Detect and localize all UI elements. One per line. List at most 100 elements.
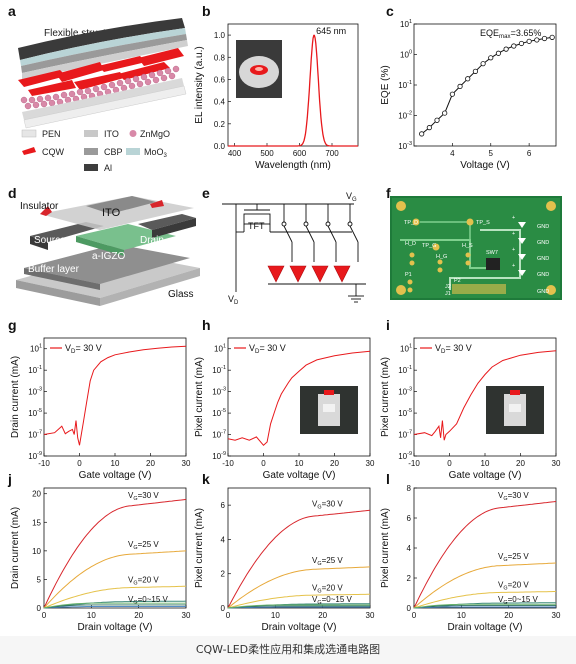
y-tick-label: 10-1 bbox=[28, 365, 42, 375]
panel-letter-e: e bbox=[202, 185, 210, 201]
eqe-point bbox=[518, 40, 525, 47]
y-tick-label: 6 bbox=[221, 501, 226, 510]
x-tick-label: 6 bbox=[527, 149, 532, 158]
panel-d-tft-illustration: Insulator ITO Source Drain a-IGZO Buffer… bbox=[16, 196, 200, 306]
y-tick-label: 10-3 bbox=[398, 141, 412, 151]
y-tick-label: 10-7 bbox=[28, 430, 42, 440]
panel-letter-h: h bbox=[202, 317, 211, 333]
x-tick-label: 20 bbox=[318, 611, 327, 620]
y-tick-label: 4 bbox=[221, 535, 226, 544]
output-curve-low-vg bbox=[43, 604, 186, 609]
x-tick-label: 10 bbox=[111, 459, 120, 468]
panel-letter-i: i bbox=[386, 317, 390, 333]
panel-letter-k: k bbox=[202, 471, 210, 487]
label-a-igzo: a-IGZO bbox=[92, 251, 126, 262]
y-tick-label: 15 bbox=[32, 518, 41, 527]
panel-a-legend: PEN ITO ZnMgO CQW CBP MoO3 Al bbox=[21, 129, 170, 173]
label-source: Source bbox=[34, 235, 66, 246]
series-label: VG=30 V bbox=[128, 491, 159, 502]
y-axis-label: Pixel current (mA) bbox=[194, 357, 205, 437]
series-label: VG=30 V bbox=[498, 491, 529, 502]
pcb-label-plus-4: + bbox=[512, 263, 515, 269]
label-vd: VD bbox=[228, 294, 239, 306]
x-tick-label: 4 bbox=[450, 149, 455, 158]
x-tick-label: 600 bbox=[293, 149, 307, 158]
x-tick-label: 20 bbox=[134, 611, 143, 620]
x-tick-label: -10 bbox=[38, 459, 50, 468]
pcb-label-plus-1: + bbox=[512, 215, 515, 221]
label-vg: VG bbox=[346, 191, 357, 203]
chart-i: -10 0 10 20 30 10-9 10-7 10-5 10-3 10-1 101 Gate vo… bbox=[380, 337, 561, 481]
legend-label-pen: PEN bbox=[42, 129, 61, 139]
pcb-label-h-g: H_G bbox=[436, 254, 447, 260]
x-axis-label: Drain voltage (V) bbox=[77, 622, 152, 633]
panel-letter-a: a bbox=[8, 3, 16, 19]
pcb-label-p2: P2 bbox=[454, 278, 461, 284]
series-label: VG=30 V bbox=[312, 499, 343, 510]
series-label: VG=20 V bbox=[128, 575, 159, 586]
transfer-curve bbox=[413, 350, 557, 441]
y-tick-label: 101 bbox=[214, 344, 226, 354]
eqe-point bbox=[442, 110, 448, 116]
x-tick-label: 20 bbox=[504, 611, 513, 620]
y-axis-label: Pixel current (mA) bbox=[380, 357, 391, 437]
pcb-label-gnd-2: GND bbox=[537, 240, 549, 246]
y-tick-label: 101 bbox=[30, 344, 42, 354]
x-tick-label: 0 bbox=[412, 611, 417, 620]
output-curve bbox=[413, 501, 557, 609]
y-tick-label: 0.6 bbox=[214, 75, 226, 84]
y-tick-label: 4 bbox=[407, 544, 412, 553]
x-axis-label: Drain voltage (V) bbox=[447, 622, 522, 633]
chart-c: 4 5 6 10-3 10-2 10-1 100 101 Voltage (V) EQE (%) E… bbox=[380, 19, 557, 171]
y-tick-label: 2 bbox=[407, 574, 412, 583]
y-tick-label: 0 bbox=[221, 604, 226, 613]
panel-a-device-illustration: Flexible structure PEN bbox=[18, 18, 188, 173]
x-tick-label: 0 bbox=[447, 459, 452, 468]
x-tick-label: 5 bbox=[489, 149, 494, 158]
panel-e-circuit bbox=[222, 203, 366, 303]
y-tick-label: 8 bbox=[407, 484, 412, 493]
legend-swatch-ito bbox=[84, 130, 98, 137]
inset-glow-core bbox=[255, 67, 263, 71]
legend-label-ito: ITO bbox=[104, 129, 119, 139]
x-tick-label: -10 bbox=[408, 459, 420, 468]
label-drain: Drain bbox=[140, 235, 164, 246]
y-tick-label: 0 bbox=[407, 604, 412, 613]
output-curve bbox=[413, 591, 556, 609]
led-3 bbox=[311, 265, 329, 283]
inset-photo bbox=[300, 386, 358, 434]
panel-letters: a b c d e f g h i j k l bbox=[7, 3, 394, 487]
y-tick-label: 10-9 bbox=[28, 451, 42, 461]
y-tick-label: 101 bbox=[400, 19, 412, 29]
output-curve-low-vg bbox=[413, 605, 556, 609]
x-tick-label: 700 bbox=[325, 149, 339, 158]
panel-letter-b: b bbox=[202, 3, 211, 19]
y-tick-label: 0 bbox=[37, 604, 42, 613]
x-tick-label: 10 bbox=[271, 611, 280, 620]
eqe-point bbox=[503, 46, 509, 52]
y-axis-label: Pixel current (mA) bbox=[380, 508, 391, 588]
x-tick-label: 20 bbox=[330, 459, 339, 468]
series-label: VG=25 V bbox=[498, 552, 529, 563]
x-axis-label: Gate voltage (V) bbox=[79, 470, 152, 481]
inset-chip bbox=[509, 404, 521, 412]
transfer-curve bbox=[43, 345, 187, 446]
eqe-point bbox=[434, 117, 440, 123]
eqe-point bbox=[426, 125, 432, 131]
x-tick-label: 500 bbox=[260, 149, 274, 158]
eqe-point bbox=[488, 55, 494, 61]
label-buffer-layer: Buffer layer bbox=[28, 264, 80, 275]
y-tick-label: 10-5 bbox=[398, 408, 412, 418]
pcb-label-gnd-5: GND bbox=[537, 289, 549, 295]
eqe-point bbox=[457, 83, 463, 89]
legend-swatch-al bbox=[84, 164, 98, 171]
x-tick-label: 0 bbox=[226, 611, 231, 620]
x-tick-label: 30 bbox=[366, 459, 375, 468]
panel-letter-l: l bbox=[386, 471, 390, 487]
panel-a-title: Flexible structure bbox=[44, 28, 121, 39]
x-tick-label: 10 bbox=[295, 459, 304, 468]
legend-swatch-cbp bbox=[84, 148, 98, 155]
chart-h: -10 0 10 20 30 10-9 10-7 10-5 10-3 10-1 101 Gate vo… bbox=[194, 337, 375, 481]
